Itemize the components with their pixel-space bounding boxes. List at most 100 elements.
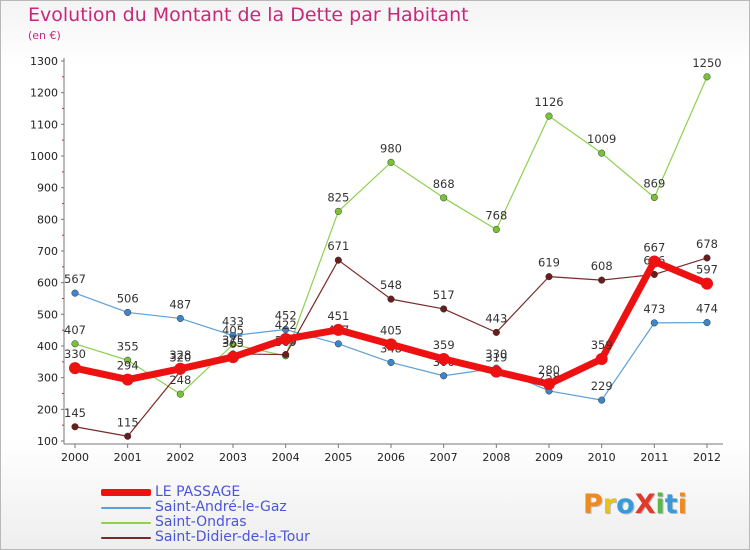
y-tick-label: 1000 — [30, 150, 58, 163]
y-tick-label: 100 — [37, 435, 58, 448]
data-point — [124, 308, 132, 316]
data-label: 671 — [327, 239, 349, 253]
data-label: 422 — [275, 318, 297, 332]
data-point — [543, 378, 555, 390]
data-label: 548 — [380, 278, 402, 292]
x-tick-label: 2008 — [482, 451, 510, 464]
y-tick-label: 1200 — [30, 87, 58, 100]
data-label: 365 — [222, 336, 244, 350]
data-point — [71, 340, 79, 348]
legend-swatch — [101, 536, 151, 539]
data-point — [595, 352, 608, 365]
data-label: 517 — [433, 288, 455, 302]
data-point — [437, 352, 450, 365]
data-label: 280 — [538, 363, 560, 377]
data-label: 869 — [643, 176, 665, 190]
data-label: 868 — [433, 177, 455, 191]
y-tick-label: 500 — [37, 308, 58, 321]
x-tick-label: 2001 — [114, 451, 142, 464]
data-label: 608 — [591, 259, 613, 273]
data-point — [227, 351, 239, 364]
data-point — [701, 277, 713, 290]
x-tick-label: 2011 — [640, 451, 668, 464]
series-saint-didier-de-la-tour: 145115320375373671548517443619608626678 — [64, 237, 718, 440]
series-le-passage: 330 294 328 365 422 451 405 359 319 280 359 667 597 — [64, 240, 718, 390]
data-point — [334, 207, 342, 215]
data-label: 473 — [643, 302, 665, 316]
y-tick-label: 300 — [37, 372, 58, 385]
data-point — [121, 373, 134, 386]
data-label: 405 — [380, 323, 402, 337]
legend-swatch — [101, 489, 151, 496]
data-point — [176, 390, 184, 398]
data-point — [492, 225, 500, 234]
data-label: 597 — [696, 263, 718, 277]
y-tick-label: 700 — [37, 245, 58, 258]
data-point — [282, 325, 290, 334]
data-label: 768 — [485, 208, 507, 222]
y-tick-label: 1100 — [30, 118, 58, 131]
y-tick-label: 1300 — [30, 55, 58, 68]
data-label: 355 — [117, 339, 139, 353]
x-tick-label: 2005 — [324, 451, 352, 464]
chart-legend: LE PASSAGE Saint-André-le-Gaz Saint-Ondras… — [101, 485, 310, 545]
x-tick-label: 2006 — [377, 451, 405, 464]
data-point — [650, 193, 658, 202]
x-tick-label: 2002 — [166, 451, 194, 464]
data-point — [545, 273, 553, 281]
data-point — [492, 328, 500, 336]
x-tick-label: 2010 — [588, 451, 616, 464]
data-point — [279, 333, 292, 346]
y-tick-label: 600 — [37, 277, 58, 290]
data-point — [545, 112, 553, 120]
series-layer: 4073552484053698259808687681126100986912… — [64, 56, 722, 440]
data-label: 330 — [485, 347, 507, 361]
data-point — [440, 194, 448, 202]
data-label: 506 — [117, 291, 139, 305]
legend-item: LE PASSAGE — [101, 485, 310, 500]
data-label: 330 — [64, 347, 86, 361]
data-point — [440, 372, 448, 380]
data-label: 319 — [485, 351, 507, 365]
data-point — [69, 362, 81, 375]
data-point — [334, 340, 342, 348]
data-point — [229, 340, 237, 348]
x-tick-label: 2000 — [61, 451, 89, 464]
legend-label: Saint-André-le-Gaz — [155, 499, 287, 515]
data-point — [385, 338, 397, 351]
data-point — [703, 254, 711, 262]
data-label: 407 — [64, 323, 86, 337]
data-label: 359 — [591, 338, 613, 352]
x-tick-label: 2007 — [430, 451, 458, 464]
data-label: 294 — [117, 359, 139, 373]
data-point — [598, 396, 606, 404]
data-point — [282, 351, 290, 359]
data-point — [229, 332, 237, 340]
legend-swatch — [101, 506, 151, 509]
data-point — [703, 319, 711, 327]
data-point — [598, 276, 606, 284]
data-point — [71, 289, 79, 297]
data-point — [332, 323, 345, 336]
data-point — [176, 314, 184, 323]
data-point — [334, 256, 342, 264]
data-label: 248 — [169, 373, 191, 387]
data-point — [124, 356, 132, 364]
data-label: 1009 — [587, 132, 616, 146]
legend-label: LE PASSAGE — [155, 484, 241, 500]
data-label: 375 — [222, 333, 244, 347]
data-point — [703, 73, 711, 81]
data-label: 145 — [64, 406, 86, 420]
series-saint-ondras: 4073552484053698259808687681126100986912… — [64, 56, 722, 398]
data-label: 474 — [696, 302, 718, 316]
legend-item: Saint-André-le-Gaz — [101, 500, 310, 515]
data-label: 451 — [327, 309, 349, 323]
data-label: 320 — [169, 350, 191, 364]
data-point — [648, 255, 661, 268]
data-point — [174, 362, 187, 375]
data-point — [71, 423, 79, 431]
data-label: 443 — [485, 311, 507, 325]
y-tick-label: 400 — [37, 340, 58, 353]
data-point — [124, 432, 132, 440]
